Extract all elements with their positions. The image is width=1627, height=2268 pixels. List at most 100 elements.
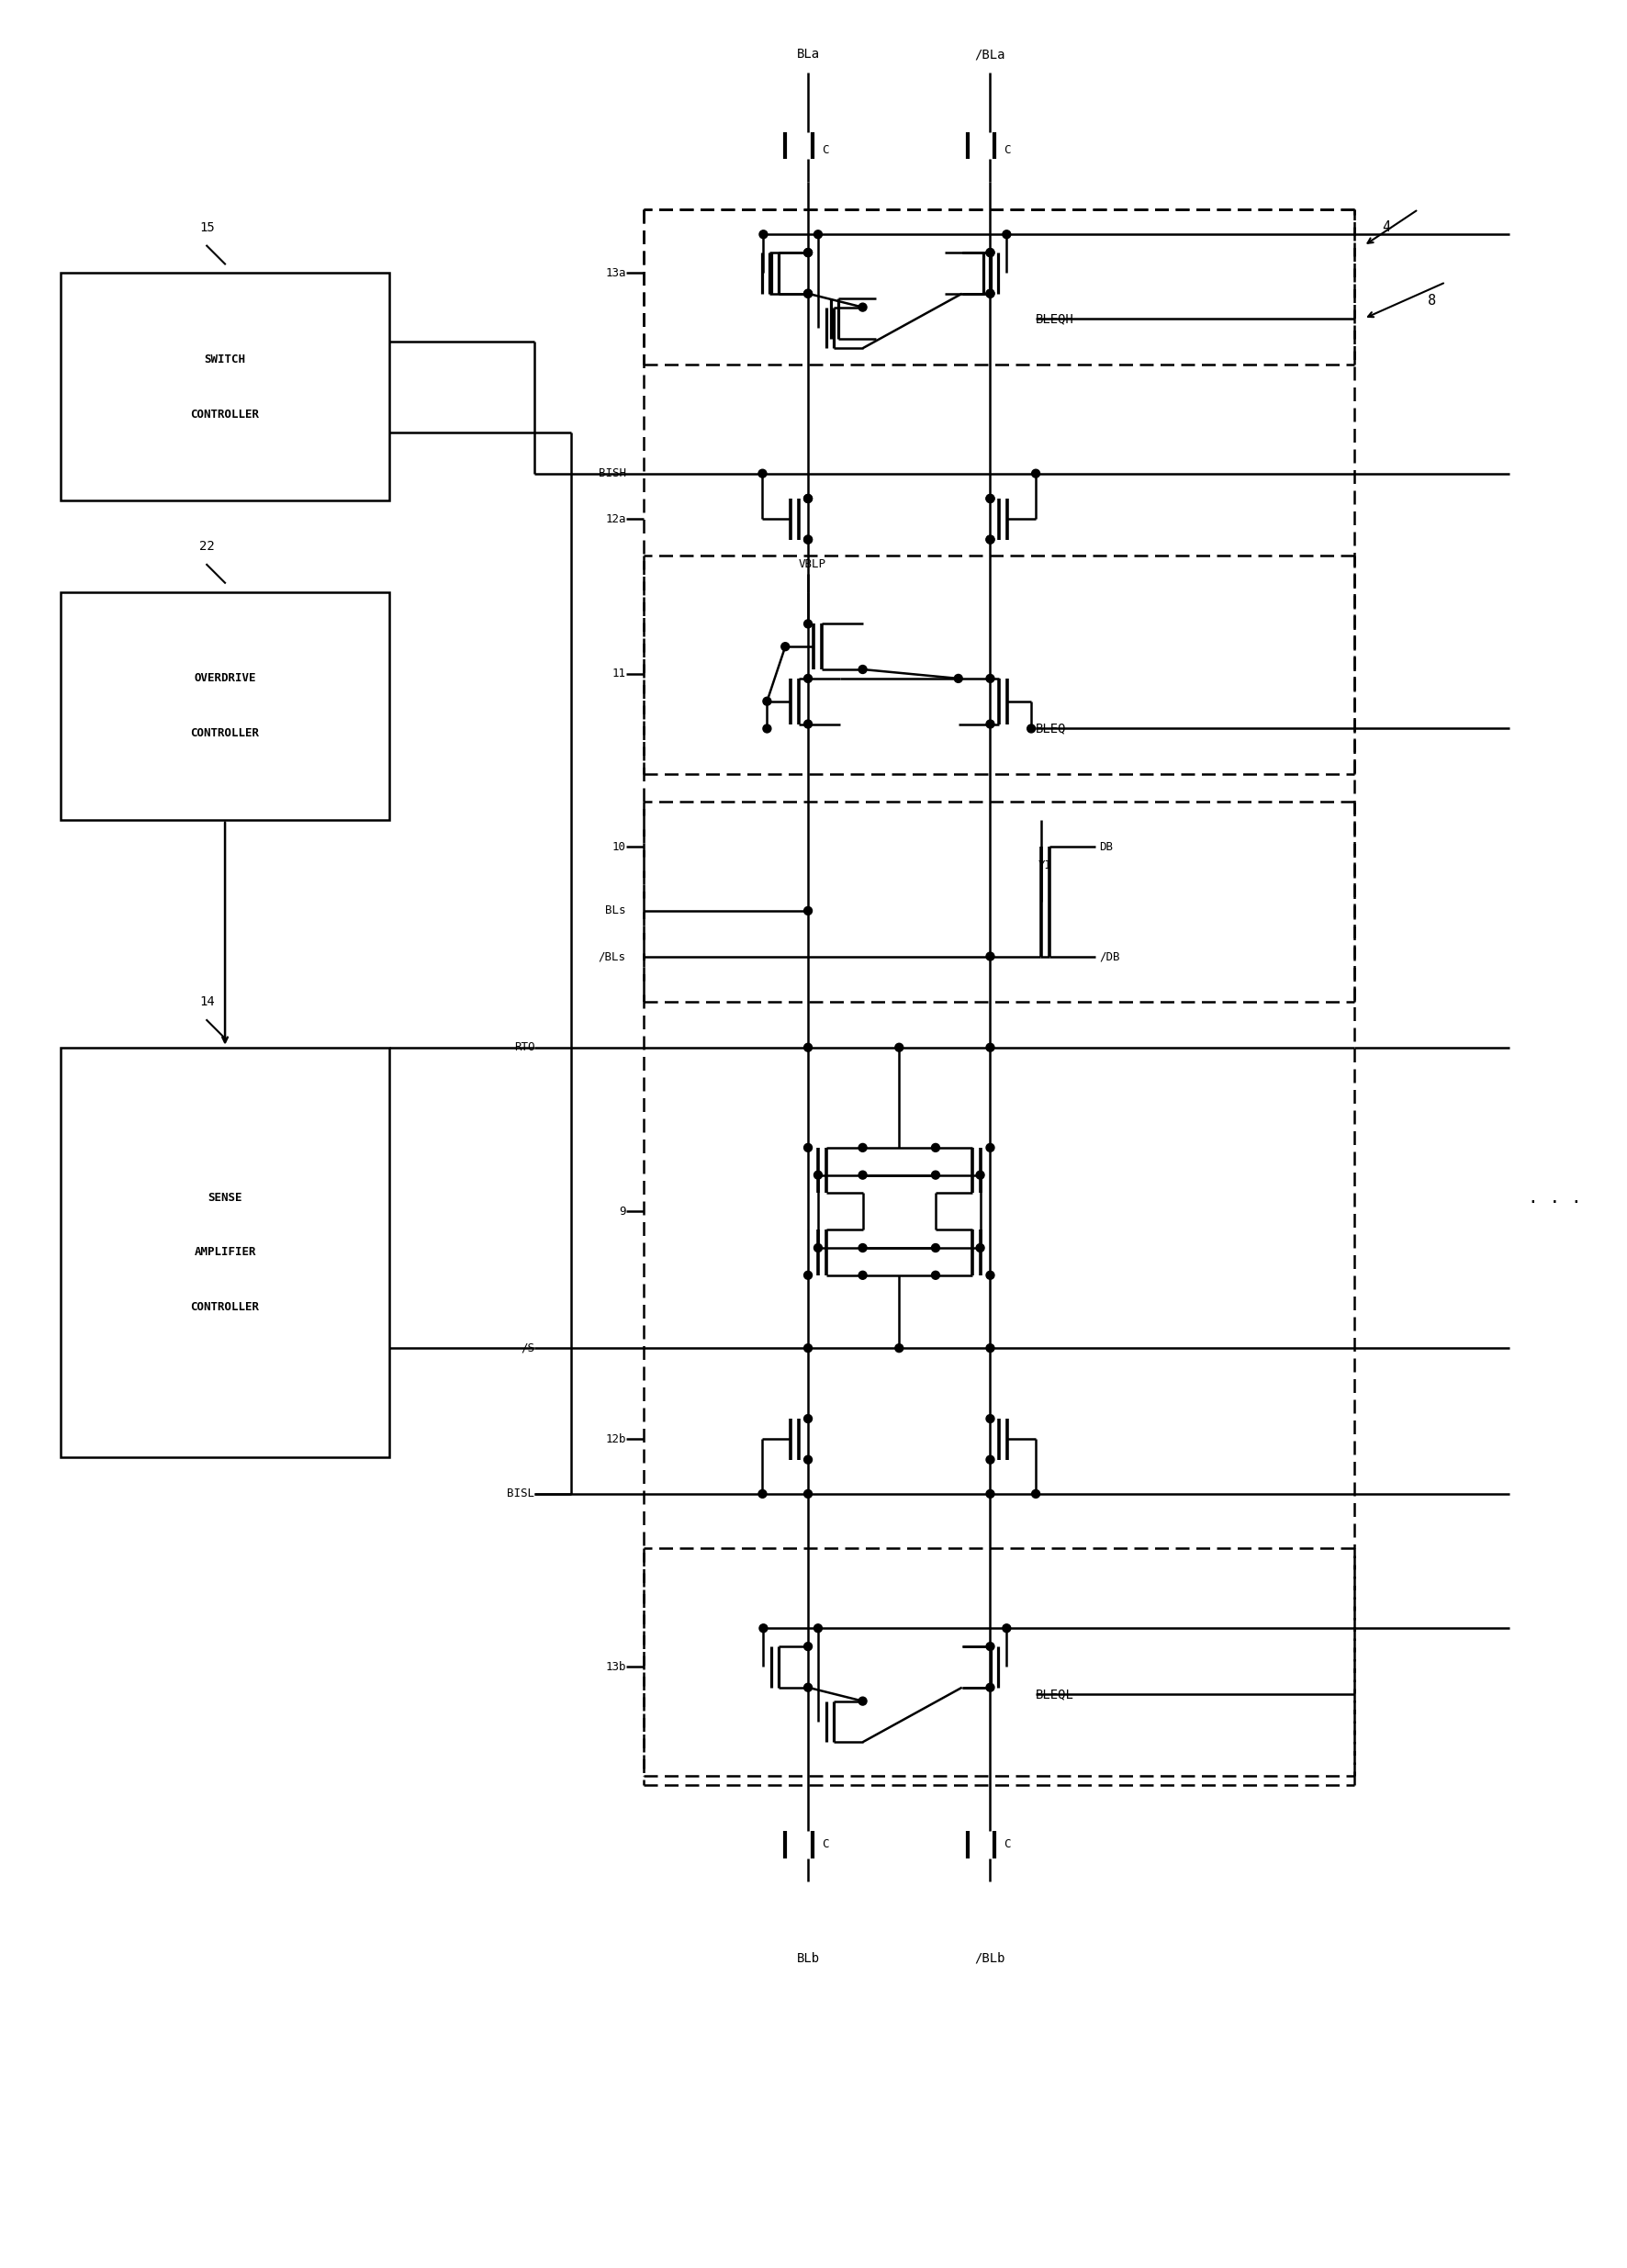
Circle shape: [986, 674, 994, 683]
Circle shape: [814, 1243, 822, 1252]
Text: 12b: 12b: [605, 1433, 626, 1445]
Circle shape: [814, 1170, 822, 1179]
Text: C: C: [822, 145, 828, 156]
Circle shape: [986, 1642, 994, 1651]
Text: 4: 4: [1381, 220, 1391, 234]
Text: BLb: BLb: [797, 1953, 820, 1964]
Circle shape: [763, 696, 771, 705]
Text: BLs: BLs: [605, 905, 626, 916]
Circle shape: [955, 674, 963, 683]
Text: C: C: [822, 1839, 828, 1851]
Text: RTO: RTO: [514, 1041, 535, 1052]
Text: . . .: . . .: [1528, 1188, 1581, 1207]
Circle shape: [932, 1243, 940, 1252]
Text: BISH: BISH: [599, 467, 626, 479]
Text: YI: YI: [1038, 860, 1051, 871]
Text: 12a: 12a: [605, 513, 626, 524]
Circle shape: [760, 1624, 768, 1633]
Circle shape: [804, 1345, 812, 1352]
Text: SENSE: SENSE: [208, 1191, 242, 1204]
Text: 11: 11: [612, 669, 626, 680]
Circle shape: [804, 535, 812, 544]
Text: BLa: BLa: [797, 48, 820, 61]
Text: 8: 8: [1427, 293, 1437, 306]
Text: /BLa: /BLa: [975, 48, 1005, 61]
Text: 14: 14: [198, 996, 215, 1009]
Circle shape: [986, 1043, 994, 1052]
Circle shape: [758, 1490, 766, 1497]
Circle shape: [804, 1490, 812, 1497]
Circle shape: [986, 494, 994, 503]
Circle shape: [804, 290, 812, 297]
Circle shape: [986, 1490, 994, 1497]
Circle shape: [986, 535, 994, 544]
Circle shape: [804, 719, 812, 728]
Circle shape: [804, 619, 812, 628]
Text: 13a: 13a: [605, 268, 626, 279]
Circle shape: [814, 231, 822, 238]
Circle shape: [1027, 723, 1035, 733]
Text: /BLs: /BLs: [599, 950, 626, 962]
Circle shape: [932, 1170, 940, 1179]
Circle shape: [804, 494, 812, 503]
Circle shape: [986, 1345, 994, 1352]
Text: BLEQH: BLEQH: [1036, 313, 1074, 324]
Circle shape: [986, 1270, 994, 1279]
Circle shape: [804, 535, 812, 544]
Circle shape: [804, 249, 812, 256]
Circle shape: [1002, 231, 1010, 238]
Circle shape: [763, 723, 771, 733]
Circle shape: [859, 304, 867, 311]
Circle shape: [895, 1345, 903, 1352]
Circle shape: [986, 535, 994, 544]
Text: C: C: [1004, 145, 1010, 156]
Circle shape: [1002, 1624, 1010, 1633]
Circle shape: [932, 1270, 940, 1279]
Text: /S: /S: [521, 1343, 535, 1354]
Circle shape: [760, 231, 768, 238]
Circle shape: [976, 1243, 984, 1252]
Text: CONTROLLER: CONTROLLER: [190, 408, 259, 420]
Text: VBLP: VBLP: [799, 558, 827, 572]
Text: 10: 10: [612, 841, 626, 853]
Circle shape: [986, 1456, 994, 1463]
Text: BISL: BISL: [508, 1488, 535, 1499]
Circle shape: [986, 249, 994, 256]
Bar: [62, 272, 389, 501]
Circle shape: [804, 1043, 812, 1052]
Circle shape: [895, 1043, 903, 1052]
Circle shape: [986, 1415, 994, 1422]
Text: 9: 9: [618, 1207, 626, 1218]
Circle shape: [859, 1696, 867, 1706]
Circle shape: [986, 953, 994, 959]
Text: SWITCH: SWITCH: [205, 354, 246, 365]
Circle shape: [758, 469, 766, 479]
Text: /DB: /DB: [1100, 950, 1121, 962]
Bar: [62, 592, 389, 819]
Circle shape: [932, 1143, 940, 1152]
Text: OVERDRIVE: OVERDRIVE: [194, 674, 255, 685]
Circle shape: [976, 1170, 984, 1179]
Circle shape: [859, 1143, 867, 1152]
Circle shape: [986, 290, 994, 297]
Circle shape: [859, 665, 867, 674]
Circle shape: [804, 494, 812, 503]
Circle shape: [814, 1624, 822, 1633]
Circle shape: [986, 494, 994, 503]
Circle shape: [781, 642, 789, 651]
Circle shape: [859, 1243, 867, 1252]
Text: 13b: 13b: [605, 1660, 626, 1674]
Circle shape: [804, 1270, 812, 1279]
Text: AMPLIFIER: AMPLIFIER: [194, 1247, 255, 1259]
Text: CONTROLLER: CONTROLLER: [190, 728, 259, 739]
Text: /BLb: /BLb: [975, 1953, 1005, 1964]
Circle shape: [986, 249, 994, 256]
Circle shape: [804, 674, 812, 683]
Circle shape: [804, 249, 812, 256]
Circle shape: [804, 290, 812, 297]
Text: BLEQL: BLEQL: [1036, 1687, 1074, 1701]
Circle shape: [859, 1170, 867, 1179]
Text: DB: DB: [1100, 841, 1113, 853]
Text: 22: 22: [198, 540, 215, 553]
Circle shape: [804, 1683, 812, 1692]
